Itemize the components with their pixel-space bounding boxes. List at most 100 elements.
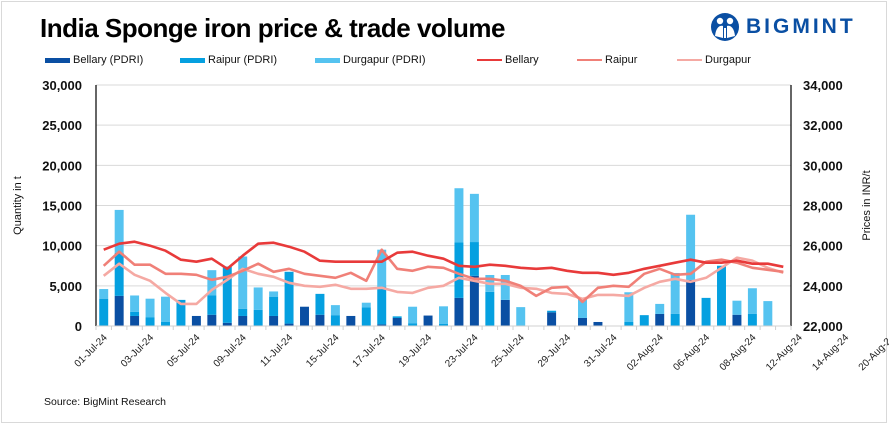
bar-durgapur-pdri (686, 214, 696, 280)
bar-bellary-pdri (593, 321, 603, 326)
y2-tick-label: 28,000 (803, 199, 843, 214)
bar-bellary-pdri (686, 279, 696, 326)
y2-axis-title: Prices in INR/t (861, 170, 873, 240)
bar-durgapur-pdri (624, 292, 634, 322)
bar-bellary-pdri (284, 323, 294, 326)
x-tick-label: 05-Jul-24 (165, 332, 203, 370)
bar-durgapur-pdri (732, 300, 742, 315)
legend-label: Bellary (PDRI) (73, 54, 144, 66)
bar-bellary-pdri (269, 315, 279, 326)
y2-tick-label: 30,000 (803, 158, 843, 173)
bar-raipur-pdri (161, 321, 170, 326)
y2-tick-label: 32,000 (803, 118, 843, 133)
x-tick-label: 15-Jul-24 (304, 332, 342, 370)
bar-bellary-pdri (130, 315, 140, 326)
y-tick-label: 15,000 (42, 199, 82, 214)
y2-tick-label: 26,000 (803, 239, 843, 254)
y-tick-label: 25,000 (42, 118, 82, 133)
x-tick-label: 25-Jul-24 (490, 332, 528, 370)
bar-raipur-pdri (439, 323, 448, 326)
legend-item: Raipur (577, 54, 637, 66)
bar-bellary-pdri (423, 315, 433, 326)
bar-raipur-pdri (392, 316, 402, 318)
bar-raipur-pdri (330, 315, 340, 326)
y-axis-title: Quantity in t (12, 176, 24, 235)
x-tick-label: 12-Aug-24 (764, 332, 805, 373)
bar-raipur-pdri (639, 315, 649, 326)
legend-label: Durgapur (PDRI) (343, 54, 426, 66)
bar-raipur-pdri (361, 307, 371, 326)
legend-item: Raipur (PDRI) (180, 54, 277, 66)
bar-durgapur-pdri (253, 287, 263, 310)
x-tick-label: 14-Aug-24 (810, 332, 851, 373)
bar-raipur-pdri (469, 242, 479, 276)
bar-raipur-pdri (145, 317, 155, 326)
x-tick-label: 08-Aug-24 (718, 332, 759, 373)
legend-swatch-bar (180, 57, 205, 63)
y-tick-label: 5,000 (49, 279, 82, 294)
bar-raipur-pdri (222, 266, 232, 323)
y2-tick-label: 34,000 (803, 78, 843, 93)
bar-durgapur-pdri (130, 295, 140, 312)
legend-item: Durgapur (PDRI) (315, 54, 426, 66)
source-note: Source: BigMint Research (44, 396, 166, 408)
legend-swatch-bar (45, 57, 70, 63)
bar-bellary-pdri (315, 314, 325, 326)
x-tick-label: 17-Jul-24 (351, 332, 389, 370)
y-tick-label: 30,000 (42, 78, 82, 93)
bar-durgapur-pdri (161, 296, 170, 322)
legend-label: Durgapur (705, 54, 751, 66)
bar-raipur-pdri (701, 297, 711, 326)
bar-durgapur-pdri (361, 302, 371, 308)
bar-raipur-pdri (408, 323, 418, 326)
x-tick-label: 29-Jul-24 (536, 332, 574, 370)
y2-tick-label: 22,000 (803, 319, 843, 334)
bar-durgapur-pdri (439, 306, 448, 324)
bigmint-logo-icon (711, 13, 739, 41)
bar-durgapur-pdri (469, 193, 479, 243)
bar-durgapur-pdri (238, 256, 248, 309)
bar-raipur-pdri (547, 310, 557, 313)
bar-durgapur-pdri (670, 272, 680, 314)
legend-label: Raipur (605, 54, 638, 66)
legend-item: Durgapur (677, 54, 751, 66)
bar-bellary-pdri (392, 317, 402, 326)
bar-bellary-pdri (469, 275, 479, 326)
bar-durgapur-pdri (408, 306, 418, 324)
x-tick-label: 09-Jul-24 (212, 332, 250, 370)
line-durgapur (102, 256, 784, 306)
legend-item: Bellary (PDRI) (45, 54, 143, 66)
legend-swatch-line (477, 59, 502, 61)
x-tick-label: 11-Jul-24 (258, 332, 295, 369)
bar-raipur-pdri (253, 309, 263, 326)
bar-durgapur-pdri (500, 274, 510, 300)
bar-raipur-pdri (207, 295, 217, 315)
x-tick-label: 06-Aug-24 (671, 332, 712, 373)
line-raipur (102, 248, 784, 304)
bar-raipur-pdri (238, 308, 248, 316)
brand-name: BIGMINT (746, 15, 856, 38)
bar-raipur-pdri (284, 271, 294, 324)
bar-bellary-pdri (191, 315, 201, 326)
x-tick-label: 02-Aug-24 (625, 332, 666, 373)
bar-bellary-pdri (238, 315, 248, 326)
legend-swatch-line (577, 59, 602, 61)
legend-item: Bellary (477, 54, 539, 66)
bar-durgapur-pdri (145, 298, 155, 318)
bar-raipur-pdri (747, 313, 757, 326)
bar-bellary-pdri (346, 315, 356, 326)
x-tick-label: 03-Jul-24 (119, 332, 157, 370)
bar-bellary-pdri (300, 306, 309, 326)
bar-durgapur-pdri (655, 303, 665, 314)
bar-bellary-pdri (454, 297, 464, 326)
bar-raipur-pdri (99, 298, 109, 326)
bar-durgapur-pdri (516, 307, 526, 326)
bar-durgapur-pdri (207, 270, 217, 296)
bar-bellary-pdri (732, 314, 742, 326)
bar-raipur-pdri (269, 296, 279, 316)
bar-raipur-pdri (176, 299, 186, 326)
chart-legend: Bellary (PDRI) Raipur (PDRI) Durgapur (PDR… (45, 54, 805, 70)
bar-durgapur-pdri (330, 305, 340, 316)
